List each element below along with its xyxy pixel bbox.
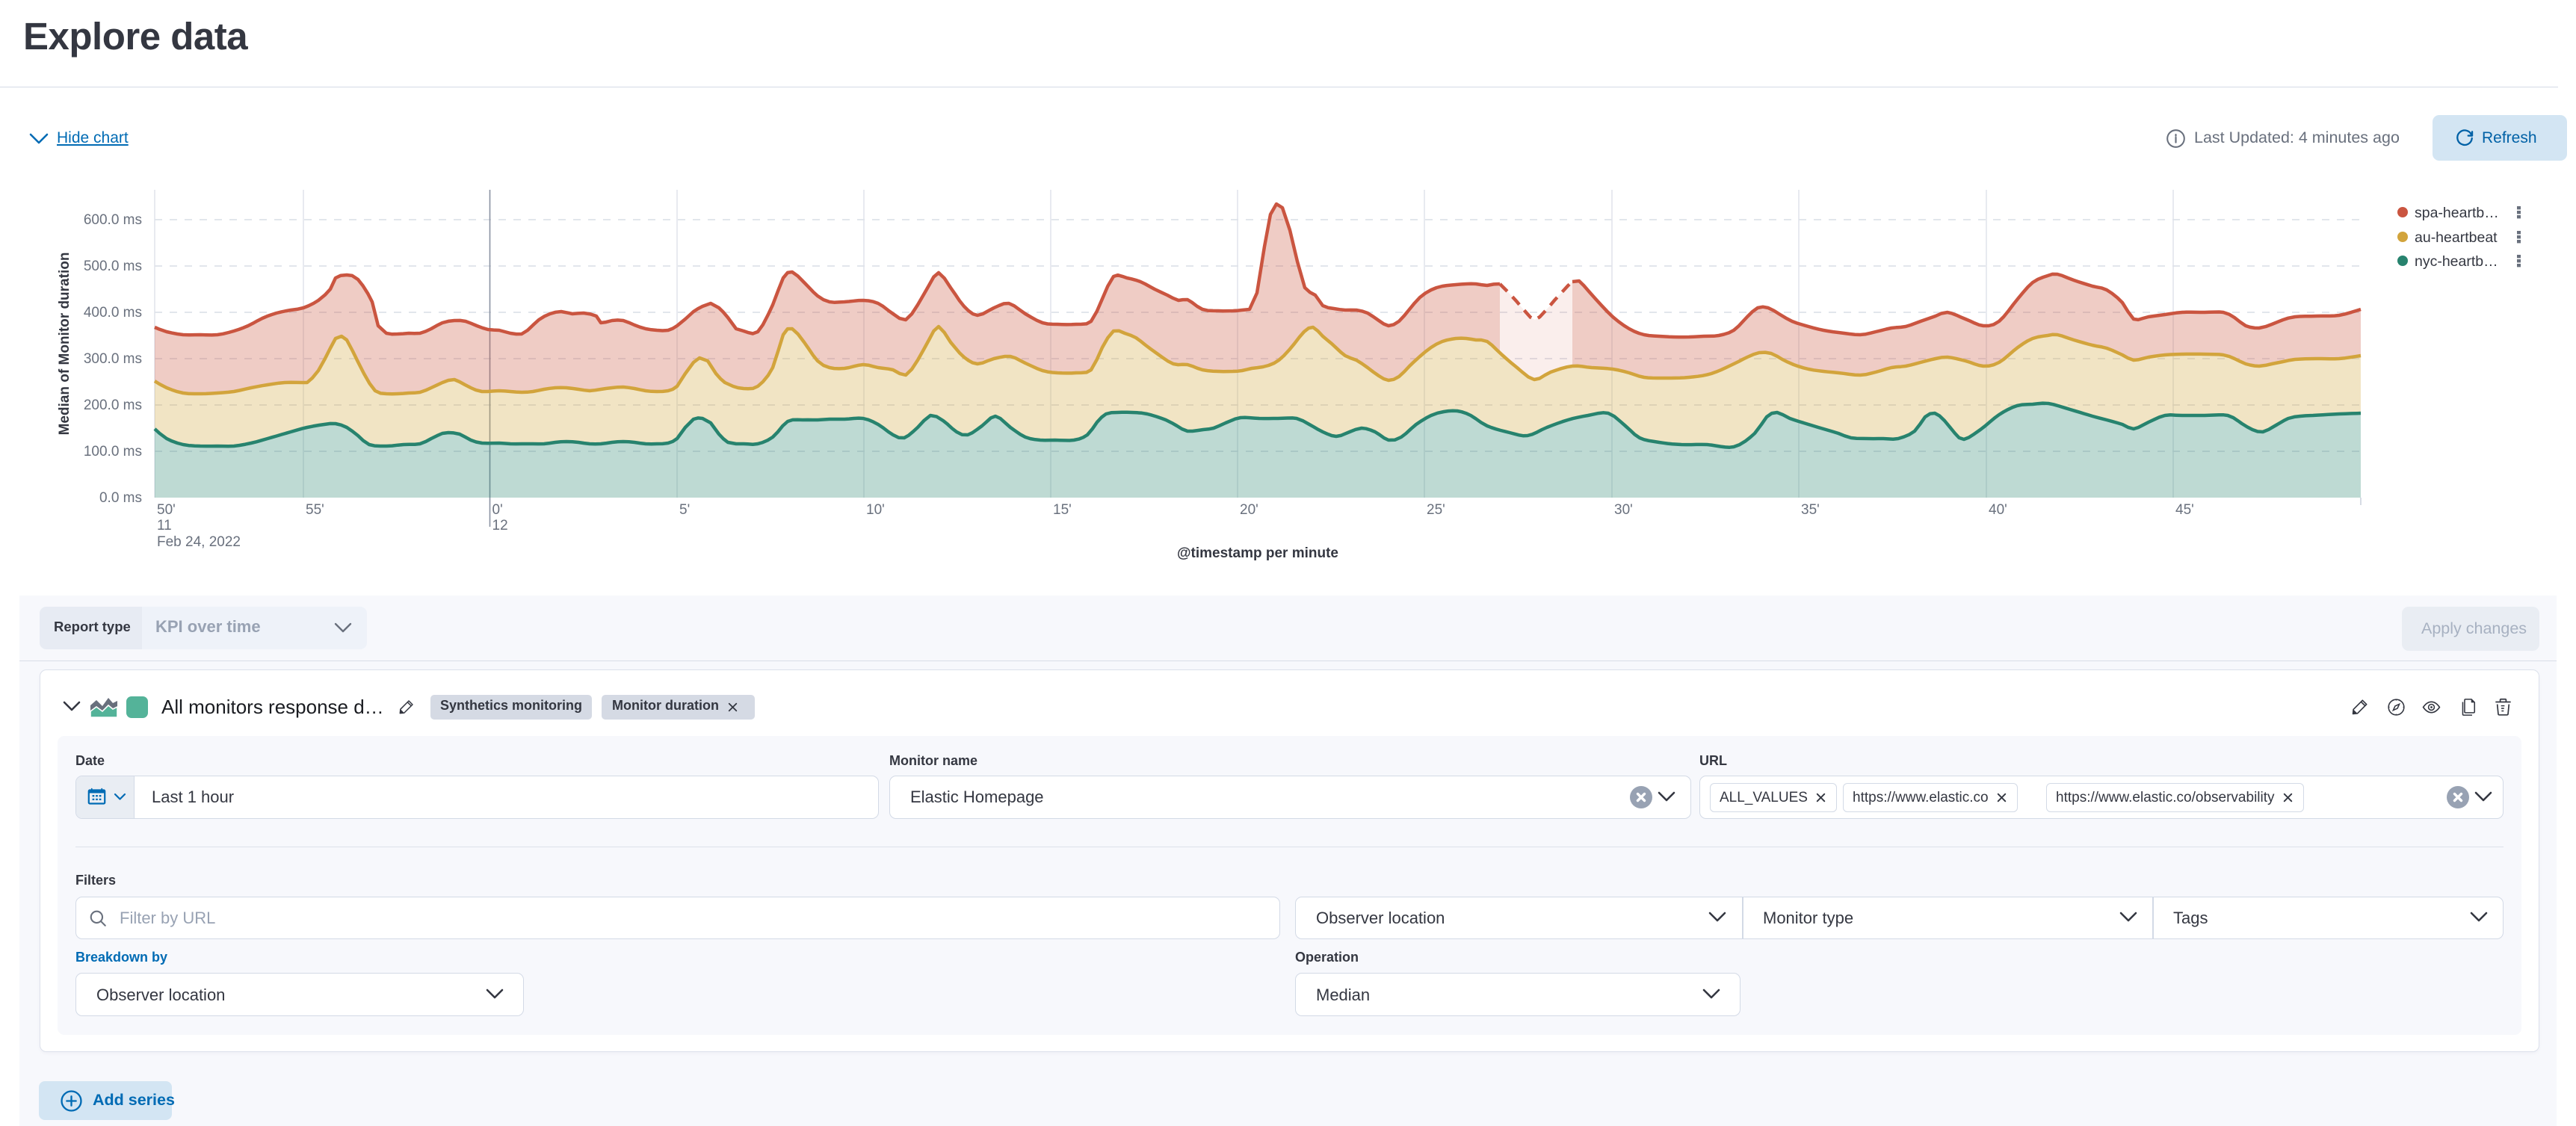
svg-text:au-heartbeat: au-heartbeat [2415, 229, 2498, 246]
svg-text:500.0 ms: 500.0 ms [84, 259, 142, 274]
svg-text:Feb 24, 2022: Feb 24, 2022 [157, 534, 241, 550]
svg-text:25': 25' [1427, 502, 1445, 518]
svg-text:nyc-heartb…: nyc-heartb… [2415, 253, 2498, 270]
svg-text:10': 10' [866, 502, 885, 518]
svg-text:600.0 ms: 600.0 ms [84, 212, 142, 228]
svg-text:12: 12 [492, 518, 508, 533]
svg-text:50': 50' [157, 502, 176, 518]
svg-text:@timestamp per minute: @timestamp per minute [1177, 545, 1338, 561]
svg-text:20': 20' [1240, 502, 1258, 518]
svg-text:300.0 ms: 300.0 ms [84, 351, 142, 367]
svg-text:45': 45' [2175, 502, 2194, 518]
svg-text:200.0 ms: 200.0 ms [84, 397, 142, 413]
svg-text:30': 30' [1614, 502, 1633, 518]
svg-text:55': 55' [306, 502, 324, 518]
svg-text:Median of Monitor duration: Median of Monitor duration [57, 253, 72, 436]
svg-text:100.0 ms: 100.0 ms [84, 444, 142, 460]
svg-text:spa-heartb…: spa-heartb… [2415, 205, 2499, 221]
svg-text:0.0 ms: 0.0 ms [99, 490, 142, 506]
svg-text:40': 40' [1989, 502, 2007, 518]
svg-text:400.0 ms: 400.0 ms [84, 305, 142, 321]
svg-text:35': 35' [1801, 502, 1820, 518]
svg-text:15': 15' [1053, 502, 1072, 518]
svg-text:5': 5' [679, 502, 690, 518]
svg-text:0': 0' [492, 502, 503, 518]
svg-text:11: 11 [157, 518, 172, 533]
